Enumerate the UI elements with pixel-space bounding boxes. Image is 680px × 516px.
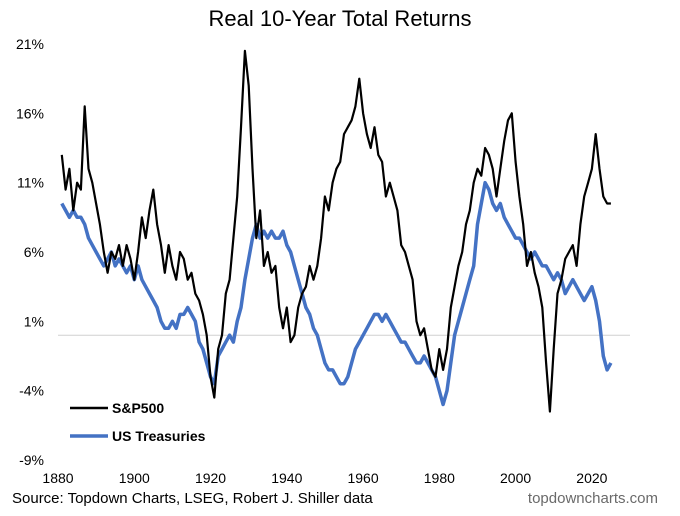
y-tick-label: 6% [24,244,44,260]
x-tick-label: 1980 [424,470,455,486]
x-tick-label: 1960 [347,470,378,486]
source-note: Source: Topdown Charts, LSEG, Robert J. … [12,490,373,507]
y-tick-label: -4% [19,383,44,399]
treasuries-series-line [60,180,613,407]
legend-label: US Treasuries [112,428,206,444]
brand-watermark: topdowncharts.com [527,490,658,507]
x-tick-label: 1920 [195,470,226,486]
x-tick-label: 2000 [500,470,531,486]
chart-title: Real 10-Year Total Returns [208,6,472,31]
y-tick-label: 16% [16,105,44,121]
x-tick-label: 1880 [42,470,73,486]
legend-label: S&P500 [112,400,164,416]
x-tick-label: 1900 [119,470,150,486]
y-tick-label: 21% [16,36,44,52]
sp500-series-line [60,49,611,413]
x-tick-label: 2020 [576,470,607,486]
y-tick-label: 1% [24,313,44,329]
x-tick-label: 1940 [271,470,302,486]
y-tick-label: 11% [17,175,44,191]
y-tick-label: -9% [19,452,44,468]
